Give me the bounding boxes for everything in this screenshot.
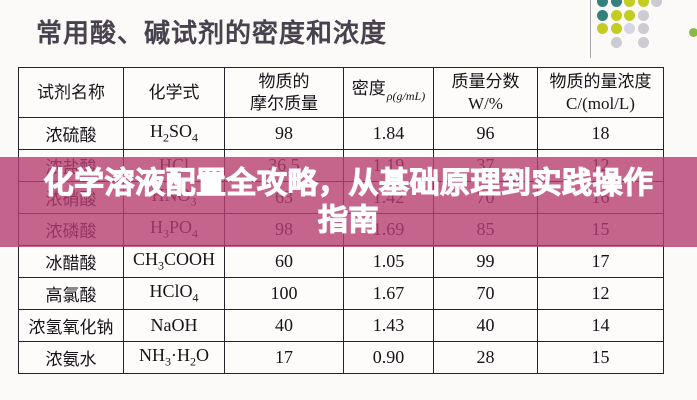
formula-cell: CH3COOH: [123, 245, 225, 278]
teal-dot: [597, 0, 608, 7]
chartreuse-dot: [624, 9, 635, 21]
formula-cell: HClO4: [123, 277, 225, 310]
chartreuse-dot: [610, 23, 622, 34]
gray-dot: [651, 0, 662, 7]
table-header-cell: 物质的量浓度 C/(mol/L): [537, 67, 664, 118]
table-header-cell: 质量分数 W/%: [433, 67, 538, 118]
overlay-title-line1: 化学溶液配置全攻略，从基础原理到实践操作: [43, 167, 654, 201]
molar-mass-cell: 98: [224, 117, 344, 150]
divider-line: [590, 0, 591, 58]
mass-fraction-cell: 96: [433, 117, 538, 150]
table-row: 浓氨水 NH3·H2O 17 0.90 28 15: [18, 341, 664, 374]
table-header-cell: 密度ρ(g/mL): [343, 67, 434, 118]
gray-dot: [637, 23, 649, 34]
formula-cell: NH3·H2O: [123, 341, 225, 374]
gray-dot: [637, 9, 649, 21]
table-row: 高氯酸 HClO4 100 1.67 70 12: [18, 277, 664, 310]
mass-fraction-cell: 70: [433, 277, 538, 310]
concentration-cell: 15: [537, 341, 664, 374]
chartreuse-dot: [610, 9, 622, 21]
formula-cell: NaOH: [123, 309, 225, 342]
formula-cell: H2SO4: [123, 117, 225, 150]
molar-mass-cell: 40: [224, 309, 344, 342]
table-header-cell: 化学式: [123, 67, 225, 118]
chartreuse-dot: [624, 0, 635, 7]
reagent-name-cell: 浓氨水: [18, 341, 124, 374]
table-row: 冰醋酸 CH3COOH 60 1.05 99 17: [18, 245, 664, 278]
density-cell: 0.90: [343, 341, 434, 374]
table-row: 浓硫酸 H2SO4 98 1.84 96 18: [18, 117, 664, 150]
reagent-name-cell: 浓硫酸: [18, 117, 124, 150]
gray-dot: [610, 36, 622, 48]
teal-dot: [610, 0, 622, 7]
concentration-cell: 12: [537, 277, 664, 310]
table-header-cell: 试剂名称: [18, 67, 124, 118]
dot-grid-decoration: [597, 0, 665, 50]
page-title: 常用酸、碱试剂的密度和浓度: [36, 19, 388, 48]
table-header-row: 试剂名称 化学式 物质的 摩尔质量 密度ρ(g/mL) 质量分数 W/% 物质的量浓度 C/(m…: [18, 67, 664, 118]
concentration-cell: 18: [537, 117, 664, 150]
molar-mass-cell: 17: [224, 341, 344, 374]
density-cell: 1.67: [343, 277, 434, 310]
lavender-dot: [624, 23, 635, 34]
molar-mass-cell: 100: [224, 277, 344, 310]
mass-fraction-cell: 28: [433, 341, 538, 374]
chartreuse-dot: [637, 0, 649, 7]
density-cell: 1.84: [343, 117, 434, 150]
mass-fraction-cell: 40: [433, 309, 538, 342]
reagent-name-cell: 浓氢氧化钠: [18, 309, 124, 342]
teal-dot: [597, 9, 608, 21]
concentration-cell: 17: [537, 245, 664, 278]
reagent-name-cell: 高氯酸: [18, 277, 124, 310]
concentration-cell: 14: [537, 309, 664, 342]
accent-dot: [689, 28, 697, 37]
table-row: 浓氢氧化钠 NaOH 40 1.43 40 14: [18, 309, 664, 342]
molar-mass-cell: 60: [224, 245, 344, 278]
chartreuse-dot: [597, 23, 608, 34]
density-cell: 1.05: [343, 245, 434, 278]
overlay-title-line2: 指南: [318, 204, 380, 238]
gray-dot: [637, 36, 649, 48]
reagent-name-cell: 冰醋酸: [18, 245, 124, 278]
density-cell: 1.43: [343, 309, 434, 342]
mass-fraction-cell: 99: [433, 245, 538, 278]
table-header-cell: 物质的 摩尔质量: [224, 67, 344, 118]
overlay-banner: 化学溶液配置全攻略，从基础原理到实践操作 指南: [0, 157, 697, 247]
